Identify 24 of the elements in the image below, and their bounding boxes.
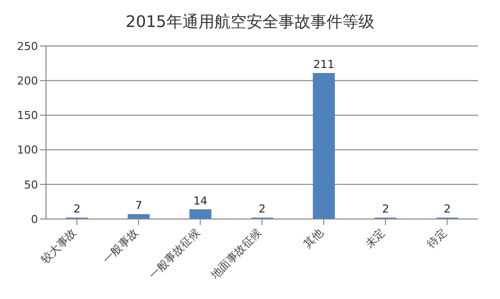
x-tick-label: 未定 (362, 226, 388, 251)
data-label: 2 (74, 202, 80, 216)
y-tick-label: 50 (24, 178, 38, 192)
bar (312, 72, 335, 219)
data-label: 2 (444, 202, 451, 216)
bar (189, 209, 212, 219)
x-tick-label: 较大事故 (38, 226, 79, 266)
x-tick-label: 一般事故征候 (146, 226, 202, 282)
data-label: 14 (193, 194, 208, 208)
chart-title: 2015年通用航空安全事故事件等级 (124, 11, 376, 33)
y-tick-label: 250 (17, 40, 38, 53)
data-label: 211 (313, 58, 334, 71)
y-tick-label: 150 (17, 109, 38, 122)
y-tick-label: 200 (17, 74, 38, 88)
x-tick-label: 待定 (424, 226, 450, 251)
x-tick-label: 地面事故征候 (208, 226, 264, 282)
bar (128, 214, 150, 219)
x-tick-label: 一般事故 (100, 226, 141, 266)
x-tick-label: 其他 (301, 226, 326, 251)
data-label: 7 (135, 199, 142, 212)
y-tick-label: 0 (31, 212, 38, 226)
data-label: 2 (258, 202, 266, 216)
data-label: 2 (382, 202, 390, 216)
y-tick-label: 100 (17, 144, 38, 157)
